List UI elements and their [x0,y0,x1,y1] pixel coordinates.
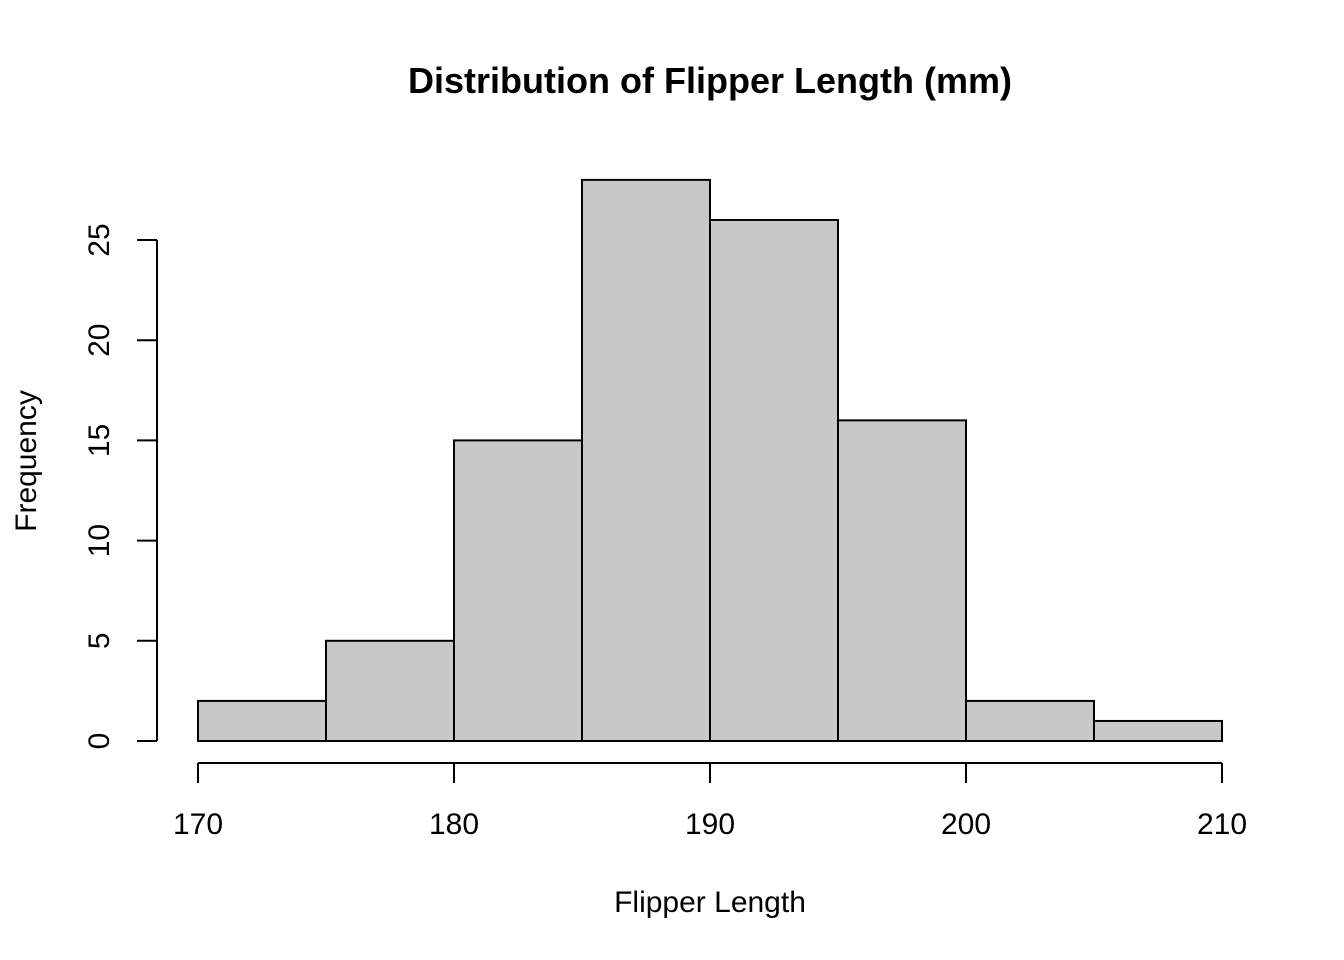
x-tick-label-180: 180 [429,808,479,841]
chart-title: Distribution of Flipper Length (mm) [408,60,1012,101]
y-tick-label-20: 20 [83,324,116,357]
y-tick-label-0: 0 [83,733,116,750]
histogram-bar-195-200 [837,419,967,742]
y-tick-label-25: 25 [83,223,116,256]
x-axis-label: Flipper Length [614,886,806,919]
histogram-bar-175-180 [325,639,455,742]
histogram-bar-185-190 [581,178,711,742]
x-tick-label-170: 170 [173,808,223,841]
histogram-bar-170-175 [197,699,327,742]
y-tick-label-10: 10 [83,524,116,557]
y-axis-label: Frequency [10,390,43,532]
histogram-bar-200-205 [965,699,1095,742]
y-axis: 0 5 10 15 20 25 [83,223,158,750]
bars-group [197,178,1223,743]
histogram-bar-180-185 [453,439,583,742]
x-tick-label-190: 190 [685,808,735,841]
x-tick-label-200: 200 [941,808,991,841]
x-tick-label-210: 210 [1197,808,1247,841]
y-tick-label-5: 5 [83,632,116,649]
histogram-bar-205-210 [1093,719,1223,743]
y-tick-label-15: 15 [83,424,116,457]
histogram-bar-190-195 [709,218,839,742]
x-axis: 170 180 190 200 210 [173,762,1247,841]
